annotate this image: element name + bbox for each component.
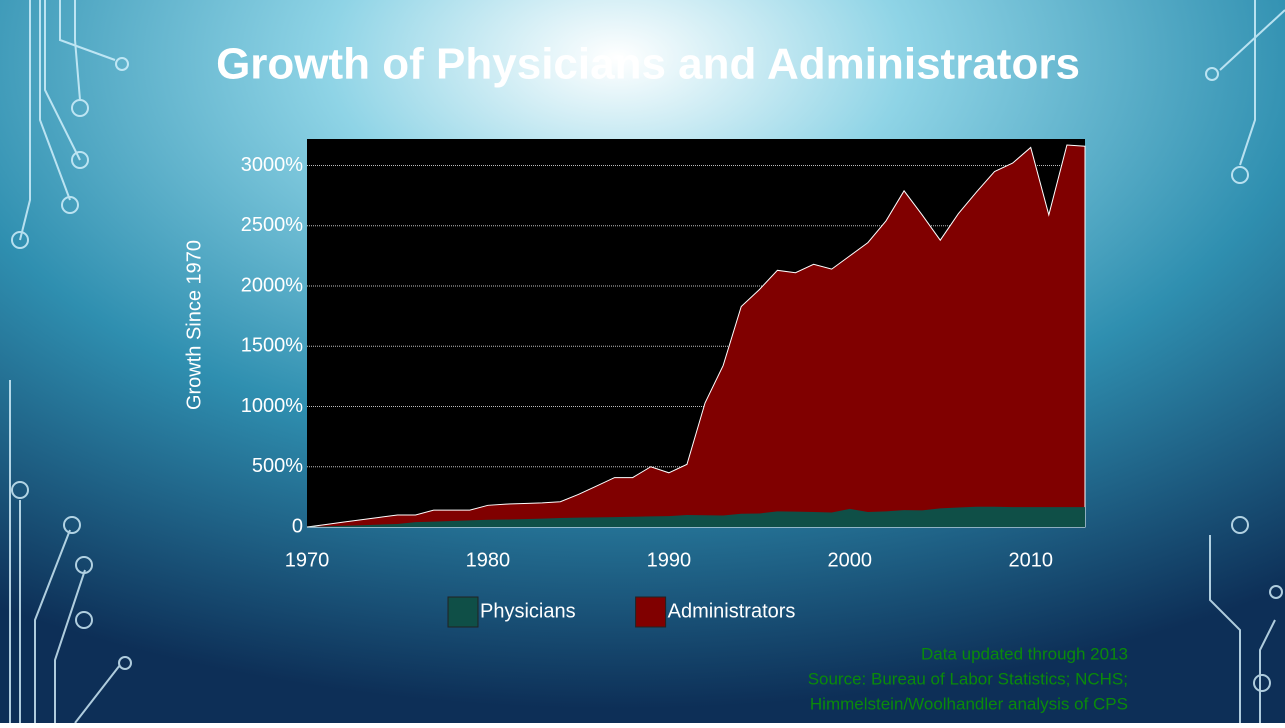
- source-note: Himmelstein/Woolhandler analysis of CPS: [810, 694, 1128, 713]
- x-tick-label: 2010: [1008, 549, 1053, 571]
- x-tick-label: 2000: [828, 549, 873, 571]
- legend-swatch: [635, 596, 667, 628]
- y-tick-label: 0: [292, 515, 303, 537]
- x-tick-label: 1970: [285, 549, 330, 571]
- y-tick-label: 1000%: [241, 395, 303, 417]
- y-axis-label: Growth Since 1970: [183, 240, 205, 410]
- source-note: Data updated through 2013: [921, 644, 1128, 663]
- x-tick-label: 1980: [466, 549, 511, 571]
- source-note: Source: Bureau of Labor Statistics; NCHS…: [808, 669, 1128, 688]
- circuit-decoration: [9, 0, 1285, 724]
- y-tick-label: 2000%: [241, 274, 303, 296]
- legend-label: Administrators: [668, 600, 796, 622]
- legend-swatch: [447, 596, 479, 628]
- y-tick-label: 1500%: [241, 335, 303, 357]
- x-tick-label: 1990: [647, 549, 692, 571]
- y-tick-label: 2500%: [241, 214, 303, 236]
- legend-label: Physicians: [480, 600, 576, 622]
- y-tick-label: 3000%: [241, 154, 303, 176]
- area: [306, 144, 1086, 528]
- area: [307, 506, 1085, 527]
- slide-title: Growth of Physicians and Administrators: [216, 40, 1080, 89]
- y-tick-label: 500%: [252, 455, 303, 477]
